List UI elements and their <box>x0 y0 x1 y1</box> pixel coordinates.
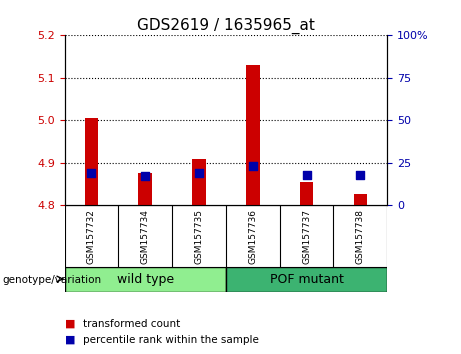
Bar <box>65 267 226 292</box>
Bar <box>300 182 313 205</box>
Point <box>88 170 95 176</box>
Text: POF mutant: POF mutant <box>270 273 343 286</box>
Text: GSM157732: GSM157732 <box>87 209 96 264</box>
Text: ■: ■ <box>65 319 75 329</box>
Point <box>195 170 203 176</box>
Bar <box>138 173 152 205</box>
Text: GSM157737: GSM157737 <box>302 209 311 264</box>
Bar <box>192 159 206 205</box>
Text: GSM157736: GSM157736 <box>248 209 257 264</box>
Text: percentile rank within the sample: percentile rank within the sample <box>83 335 259 345</box>
Text: GSM157738: GSM157738 <box>356 209 365 264</box>
Point <box>249 164 256 169</box>
Point <box>303 172 310 178</box>
Bar <box>226 267 387 292</box>
Title: GDS2619 / 1635965_at: GDS2619 / 1635965_at <box>137 18 315 34</box>
Text: GSM157735: GSM157735 <box>195 209 203 264</box>
Text: transformed count: transformed count <box>83 319 180 329</box>
Bar <box>246 65 260 205</box>
Point <box>142 173 149 179</box>
Text: wild type: wild type <box>117 273 174 286</box>
Text: GSM157734: GSM157734 <box>141 209 150 264</box>
Bar <box>354 194 367 205</box>
Bar <box>85 118 98 205</box>
Point <box>357 172 364 178</box>
Text: genotype/variation: genotype/variation <box>2 275 101 285</box>
Text: ■: ■ <box>65 335 75 345</box>
